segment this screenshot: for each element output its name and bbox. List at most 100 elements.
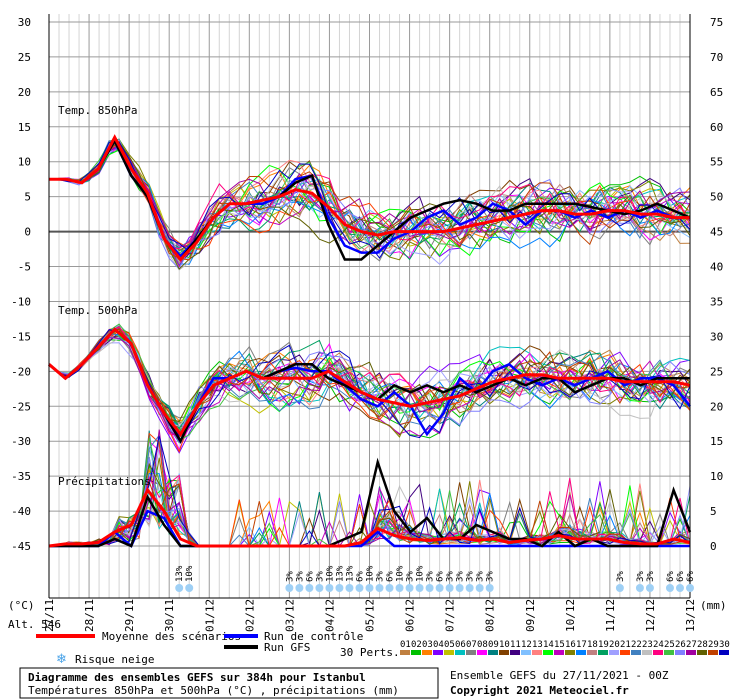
pert-number-label: 29 — [708, 640, 719, 650]
snow-risk-icon — [175, 584, 184, 592]
pert-t500-line — [48, 326, 691, 437]
snow-risk-icon — [355, 584, 364, 592]
snow-risk-icon — [185, 584, 194, 592]
snow-risk-icon — [645, 584, 654, 592]
main-series — [48, 134, 692, 549]
snow-risk-label: 6% — [355, 571, 365, 582]
left-tick-label: -40 — [11, 505, 31, 518]
pert-precip-line — [49, 462, 691, 547]
snow-risk-icon — [455, 584, 464, 592]
snowflake-icon: ❄ — [56, 652, 67, 667]
pert-number-label: 04 — [433, 640, 444, 650]
snow-risk-label: 13% — [345, 565, 355, 582]
snow-risk-label: 3% — [646, 571, 656, 582]
right-tick-label: 15 — [710, 435, 723, 448]
date-tick-label: 10/12 — [564, 599, 577, 632]
snow-risk-icon — [485, 584, 494, 592]
snow-risk-label: 10% — [185, 565, 195, 582]
pert-number-label: 07 — [466, 640, 477, 650]
pert-color-swatch — [400, 650, 410, 655]
pert-number-label: 14 — [543, 640, 554, 650]
left-unit-label: (°C) — [8, 599, 35, 612]
pert-t850-line — [48, 143, 691, 247]
pert-color-swatch — [675, 650, 685, 655]
left-tick-label: 10 — [18, 156, 31, 169]
snow-risk-label: 3% — [616, 571, 626, 582]
snow-risk-icon — [665, 584, 674, 592]
snow-risk-label: 6% — [386, 571, 396, 582]
date-tick-label: 28/11 — [83, 599, 96, 632]
pert-t850-line — [48, 144, 691, 250]
snow-risk-label: 13% — [175, 565, 185, 582]
pert-number-label: 08 — [477, 640, 488, 650]
footer-run: Ensemble GEFS du 27/11/2021 - 00Z — [450, 669, 669, 682]
pert-color-swatch — [510, 650, 520, 655]
snow-risk-icon — [375, 584, 384, 592]
date-tick-label: 30/11 — [163, 599, 176, 632]
legend-mean-label: Moyenne des scénarios — [102, 630, 241, 643]
right-tick-label: 75 — [710, 16, 723, 29]
pert-color-swatch — [631, 650, 641, 655]
pert-color-swatch — [719, 650, 729, 655]
pert-number-label: 11 — [510, 640, 521, 650]
date-tick-label: 12/12 — [644, 599, 657, 632]
snow-risk-icon — [405, 584, 414, 592]
pert-color-swatch — [543, 650, 553, 655]
date-tick-label: 01/12 — [203, 599, 216, 632]
pert-number-label: 23 — [642, 640, 653, 650]
snow-risk-label: 6% — [686, 571, 696, 582]
pert-number-label: 09 — [488, 640, 499, 650]
snow-risk-icon — [395, 584, 404, 592]
pert-color-swatch — [598, 650, 608, 655]
snow-risk-icon — [295, 584, 304, 592]
snow-risk-label: 6% — [676, 571, 686, 582]
label-t850: Temp. 850hPa — [58, 104, 137, 117]
legend-snow-label: Risque neige — [75, 653, 154, 666]
pert-color-swatch — [444, 650, 454, 655]
pert-color-swatch — [411, 650, 421, 655]
pert-number-label: 17 — [576, 640, 587, 650]
snow-risk-label: 3% — [466, 571, 476, 582]
label-precip: Précipitations — [58, 475, 151, 488]
left-tick-label: -5 — [18, 261, 31, 274]
legend-gfs-label: Run GFS — [264, 641, 310, 654]
pert-number-label: 24 — [653, 640, 664, 650]
right-unit-label: (mm) — [700, 599, 727, 612]
right-tick-label: 50 — [710, 191, 723, 204]
series-0-precip-line — [48, 487, 691, 548]
snow-risk-icon — [635, 584, 644, 592]
right-tick-label: 20 — [710, 400, 723, 413]
right-tick-label: 55 — [710, 156, 723, 169]
pert-number-label: 30 — [719, 640, 730, 650]
left-tick-label: 30 — [18, 16, 31, 29]
date-tick-label: 11/12 — [604, 599, 617, 632]
pert-number-label: 12 — [521, 640, 532, 650]
right-tick-label: 40 — [710, 261, 723, 274]
date-tick-label: 27/11 — [43, 599, 56, 632]
pert-color-swatch — [521, 650, 531, 655]
snow-risk-icon — [615, 584, 624, 592]
left-tick-label: -45 — [11, 540, 31, 553]
right-tick-label: 10 — [710, 470, 723, 483]
snow-risk-icon — [325, 584, 334, 592]
label-t500: Temp. 500hPa — [58, 304, 137, 317]
pert-color-swatch — [609, 650, 619, 655]
snow-risk-label: 10% — [416, 565, 426, 582]
snow-risk-icon — [675, 584, 684, 592]
snow-risk-icon — [425, 584, 434, 592]
snow-risk-label: 3% — [476, 571, 486, 582]
right-tick-label: 25 — [710, 365, 723, 378]
pert-color-swatch — [532, 650, 542, 655]
pert-color-swatch — [499, 650, 509, 655]
pert-number-label: 20 — [609, 640, 620, 650]
legend-perts-label: 30 Perts. — [340, 646, 400, 659]
snow-risk-label: 6% — [305, 571, 315, 582]
left-tick-label: -30 — [11, 435, 31, 448]
snow-risk-row: 13% 10% 3% 3% 6% 3% 10% 13% 13% 6% 10% 3% 6% 10% 3% 10%… — [175, 565, 696, 592]
snow-risk-icon — [445, 584, 454, 592]
pert-color-swatch — [653, 650, 663, 655]
date-tick-label: 05/12 — [364, 599, 377, 632]
snow-risk-label: 3% — [426, 571, 436, 582]
pert-number-label: 27 — [686, 640, 697, 650]
pert-color-swatch — [620, 650, 630, 655]
